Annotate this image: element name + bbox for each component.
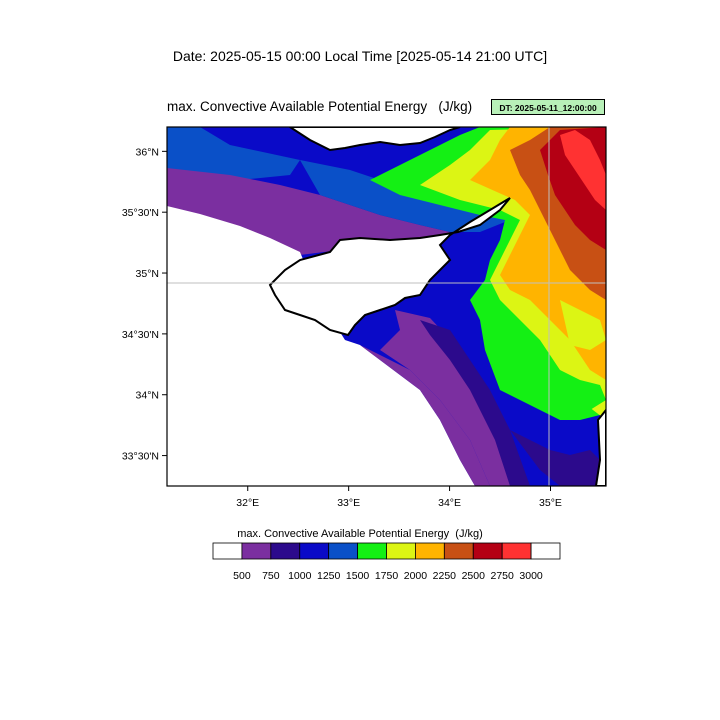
- field-s-purple2: [380, 310, 520, 486]
- colorbar-label: 2000: [404, 570, 428, 582]
- colorbar-label: 750: [262, 570, 280, 582]
- lon-tick-label: 32°E: [236, 497, 259, 509]
- colorbar-label: 3000: [519, 570, 543, 582]
- colorbar-label: 2250: [433, 570, 457, 582]
- lat-tick-label: 35°30'N: [122, 207, 159, 219]
- colorbar-swatch: [530, 542, 561, 560]
- dt-badge: DT: 2025-05-11_12:00:00: [491, 99, 605, 115]
- field-sw-white: [167, 206, 475, 486]
- colorbar-swatch: [415, 542, 445, 560]
- colorbar-label: 1500: [346, 570, 370, 582]
- colorbar-label: 1750: [375, 570, 399, 582]
- colorbar: 500 750 1000 1250 1500 1750 2000 2250 2500 2750 30…: [212, 542, 561, 582]
- colorbar-label: 500: [233, 570, 251, 582]
- cyprus-land: [268, 197, 511, 337]
- lat-tick-label: 35°N: [136, 268, 159, 280]
- plot-title: max. Convective Available Potential Ener…: [167, 99, 473, 114]
- colorbar-label: 1250: [317, 570, 341, 582]
- colorbar-swatch: [443, 542, 474, 560]
- axis-ticks: 32°E 33°E 34°E 35°E 36°N 35°30'N 35°N 34°30'N 34…: [122, 146, 562, 509]
- legend-title: max. Convective Available Potential Ener…: [237, 528, 483, 540]
- lon-tick-label: 34°E: [438, 497, 461, 509]
- lat-tick-label: 36°N: [136, 146, 159, 158]
- colorbar-label: 2750: [490, 570, 514, 582]
- plot-frame: [166, 126, 607, 487]
- cape-field: [167, 127, 606, 486]
- field-s-purple: [320, 340, 490, 486]
- lon-tick-label: 33°E: [337, 497, 360, 509]
- turkey-land: [288, 127, 461, 152]
- colorbar-swatch: [501, 542, 532, 560]
- lat-tick-label: 34°30'N: [122, 329, 159, 341]
- colorbar-swatch: [472, 542, 503, 560]
- colorbar-swatch: [299, 542, 330, 560]
- colorbar-label: 2500: [462, 570, 486, 582]
- colorbar-swatch: [241, 542, 272, 560]
- levant-land: [594, 408, 606, 486]
- lat-tick-label: 34°N: [136, 390, 159, 402]
- colorbar-swatch: [386, 542, 416, 560]
- lat-tick-label: 33°30'N: [122, 451, 159, 463]
- date-title: Date: 2025-05-15 00:00 Local Time [2025-…: [172, 48, 548, 64]
- lon-tick-label: 35°E: [539, 497, 562, 509]
- field-s-indigo: [420, 320, 530, 486]
- colorbar-swatch: [357, 542, 387, 560]
- field-e-red: [560, 130, 606, 210]
- colorbar-swatch: [328, 542, 358, 560]
- colorbar-swatch: [212, 542, 243, 560]
- field-se-green: [540, 360, 606, 410]
- colorbar-label: 1000: [288, 570, 312, 582]
- field-se-indigo: [510, 430, 600, 486]
- field-se-yellow: [560, 300, 606, 350]
- colorbar-swatch: [270, 542, 301, 560]
